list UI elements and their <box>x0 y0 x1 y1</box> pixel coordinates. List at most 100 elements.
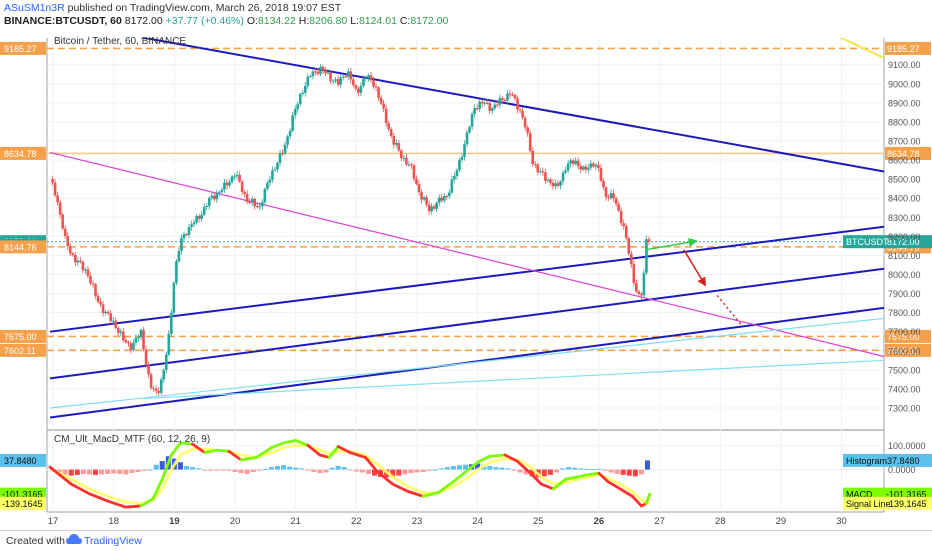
macd-histogram-bar <box>566 467 572 470</box>
macd-histogram-bar <box>602 469 608 471</box>
candle-body <box>228 182 231 186</box>
macd-line-segment <box>552 477 567 491</box>
macd-histogram-bar <box>632 469 638 477</box>
candle-body <box>599 167 603 181</box>
candle-body <box>448 192 451 197</box>
price-tick-label: 8800.00 <box>888 117 921 127</box>
candle-body <box>190 224 193 228</box>
macd-histogram-bar <box>196 468 202 470</box>
candle-body <box>480 101 484 104</box>
last-price: 8172.00 <box>124 15 163 27</box>
candle-body <box>202 206 206 215</box>
candle-body <box>561 172 565 182</box>
candle-body <box>86 269 90 276</box>
macd-histogram-bar <box>317 469 323 474</box>
macd-line-segment <box>588 471 601 476</box>
macd-line-segment <box>336 445 352 455</box>
candle-body <box>627 238 631 254</box>
candle-body <box>369 75 373 81</box>
price-tick-label: 9000.00 <box>888 79 921 89</box>
candle-body <box>344 76 348 78</box>
footer: Created with TradingView <box>0 530 932 551</box>
histogram-right-value: 37.8480 <box>887 456 920 466</box>
candle-body <box>311 71 315 77</box>
candle-body <box>523 117 527 128</box>
candle-body <box>445 195 449 197</box>
candle-body <box>195 215 198 223</box>
macd-line-segment <box>564 475 580 481</box>
macd-line-segment <box>203 448 219 455</box>
macd-histogram-bar <box>287 466 293 470</box>
candle-body <box>564 170 567 173</box>
candle-body <box>182 234 186 239</box>
candle-body <box>554 183 557 187</box>
trend-line <box>49 317 884 409</box>
candle-body <box>63 228 67 237</box>
candle-body <box>635 283 638 292</box>
candle-body <box>503 100 507 102</box>
candle-body <box>197 215 201 219</box>
candle-body <box>372 80 375 87</box>
tradingview-brand[interactable]: TradingView <box>84 535 142 547</box>
candle-body <box>66 236 70 247</box>
macd-histogram-bar <box>426 469 432 471</box>
time-tick-label: 24 <box>472 516 483 527</box>
candle-body <box>53 182 57 196</box>
price-tick-label: 8100.00 <box>888 251 921 261</box>
macd-line-segment <box>539 482 555 491</box>
candle-body <box>501 98 504 101</box>
macd-line-segment <box>69 482 91 496</box>
chart-area[interactable]: 9185.27 8634.78 8144.76 7675.00 7602.11 9185.… <box>0 28 932 530</box>
macd-histogram-bar <box>475 463 481 470</box>
candle-body <box>339 77 342 85</box>
candle-body <box>357 88 360 93</box>
macd-histogram-bar <box>293 467 299 470</box>
candle-body <box>566 163 570 171</box>
macd-line-segment <box>576 473 592 479</box>
candle-body <box>238 174 241 182</box>
candle-body <box>79 260 82 262</box>
candle-body <box>288 130 292 137</box>
candle-body <box>261 202 264 207</box>
macd-right-value: -101.3165 <box>886 490 927 500</box>
price-tick-label: 7700.00 <box>888 327 921 337</box>
author-link[interactable]: ASuSM1n3R <box>4 2 65 14</box>
last-price-tag <box>843 235 932 249</box>
candle-body <box>617 203 620 211</box>
macd-histogram-bar <box>62 469 68 475</box>
macd-histogram-bar <box>184 465 189 470</box>
candle-body <box>321 66 325 71</box>
macd-line-segment <box>348 451 367 459</box>
candle-body <box>513 94 517 99</box>
candle-body <box>192 222 196 225</box>
histogram-left-tag <box>0 453 46 467</box>
candle-body <box>68 246 72 254</box>
candle-body <box>362 78 365 86</box>
candle-body <box>116 327 120 333</box>
macd-line-segment <box>215 448 231 453</box>
candle-body <box>458 159 461 171</box>
candle-body <box>374 86 378 88</box>
candle-body <box>455 170 459 176</box>
candle-body <box>144 349 148 365</box>
candle-body <box>478 101 481 110</box>
candle-body <box>185 234 188 236</box>
macd-histogram-bar <box>111 469 117 474</box>
candle-body <box>263 188 267 203</box>
macd-line-segment <box>451 468 470 484</box>
macd-histogram-bar <box>402 469 408 475</box>
candle-body <box>576 160 580 167</box>
candle-body <box>498 98 502 105</box>
macd-line-segment <box>254 446 273 459</box>
macd-histogram-bar <box>208 469 214 471</box>
macd-histogram-bar <box>493 467 499 470</box>
macd-histogram-bar <box>560 468 566 470</box>
candle-body <box>516 98 519 110</box>
macd-histogram-bar <box>262 468 268 470</box>
candle-body <box>71 253 75 256</box>
macd-line-segment <box>467 460 480 471</box>
macd-histogram-bar <box>305 469 311 471</box>
candle-body <box>579 166 583 170</box>
open-label: O: <box>246 15 258 27</box>
price-tick-label: 9100.00 <box>888 60 921 70</box>
